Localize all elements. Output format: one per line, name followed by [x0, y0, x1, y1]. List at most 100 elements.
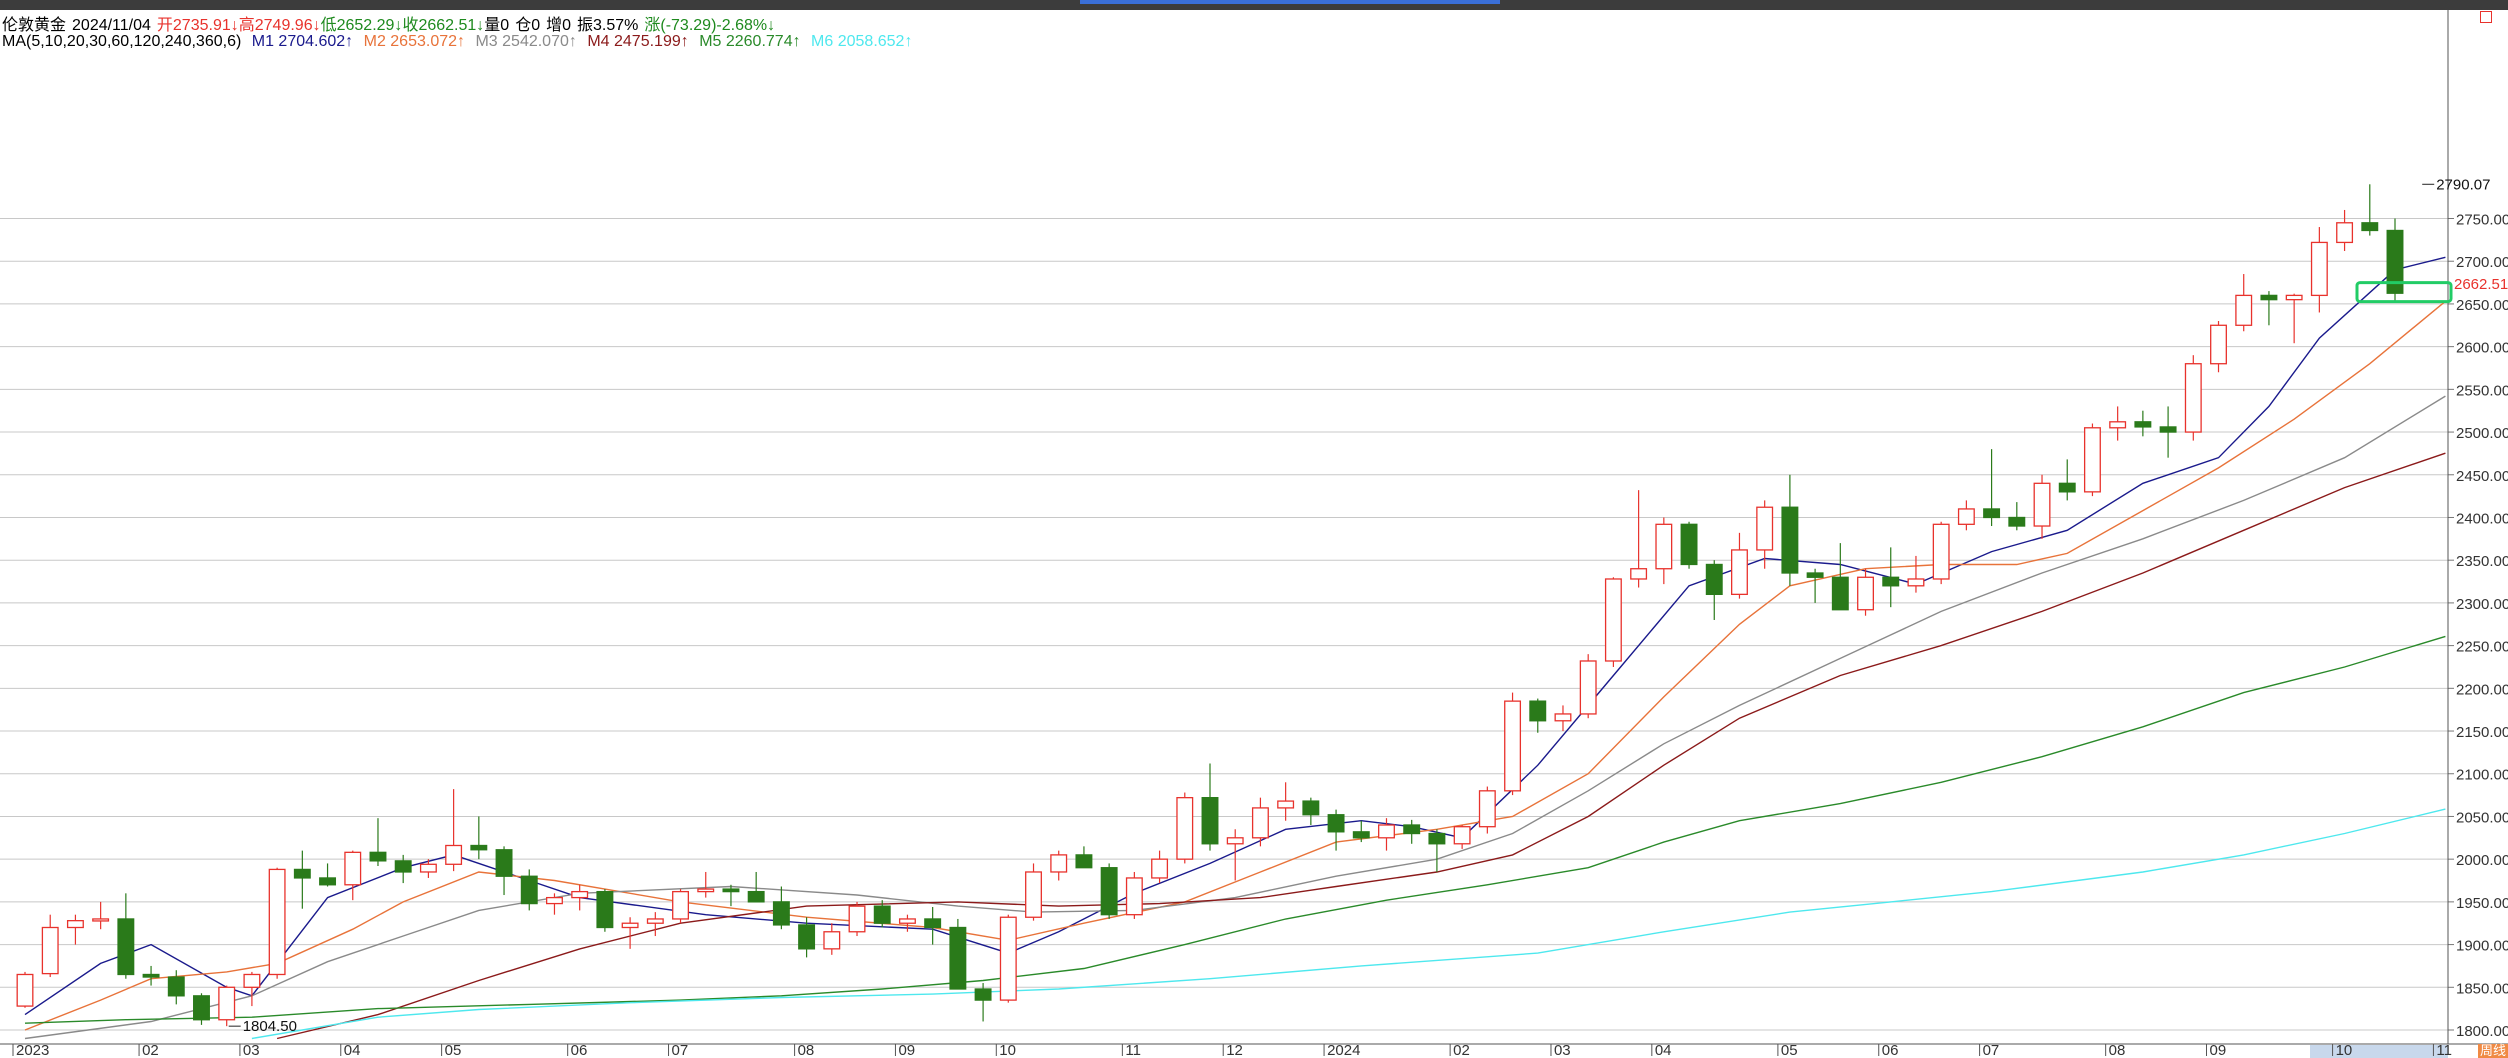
x-tick-label: 03 — [1554, 1042, 1571, 1058]
y-tick-label: 2250.00 — [2456, 639, 2508, 656]
y-tick-label: 2650.00 — [2456, 297, 2508, 314]
x-tick-label: 12 — [1226, 1042, 1243, 1058]
candle-up — [999, 916, 1017, 1001]
candle-down — [1882, 576, 1900, 587]
y-tick-label: 2700.00 — [2456, 254, 2508, 271]
y-tick-label: 2000.00 — [2456, 852, 2508, 869]
high-marker-label: 2790.07 — [2436, 176, 2490, 193]
y-tick-label: 1950.00 — [2456, 895, 2508, 912]
x-tick-label: 09 — [2210, 1042, 2227, 1058]
candle-down — [2386, 229, 2404, 294]
moving-average-layer — [24, 256, 2446, 1040]
candle-down — [1428, 832, 1446, 845]
position-value: 仓0 — [515, 17, 541, 34]
candle-up — [1151, 858, 1169, 879]
ma-legend: MA(5,10,20,30,60,120,240,360,6) M1 2704.… — [2, 33, 918, 55]
grid-layer — [0, 218, 2448, 1031]
candle-down — [974, 988, 992, 1001]
candle-down — [798, 924, 816, 950]
candle-up — [546, 896, 563, 905]
candle-down — [1806, 572, 1824, 578]
candle-down — [117, 918, 135, 976]
y-tick-label: 2300.00 — [2456, 596, 2508, 613]
x-tick-label: 10 — [999, 1042, 1016, 1058]
x-tick-label: 04 — [1655, 1042, 1672, 1058]
candle-up — [268, 868, 286, 976]
ma-line-m5 — [24, 635, 2446, 1024]
candle-up — [2184, 363, 2202, 433]
candle-down — [1403, 824, 1421, 835]
quote-info-line: 伦敦黄金 2024/11/04 开2735.91↓高2749.96↓低2652.29… — [2, 11, 776, 34]
candle-down — [1352, 831, 1370, 839]
candle-up — [1857, 576, 1874, 611]
last-price-label: 2662.51 — [2454, 276, 2508, 293]
candle-down — [2159, 426, 2177, 433]
candle-up — [445, 844, 463, 865]
y-tick-label: 2100.00 — [2456, 767, 2508, 784]
y-tick-label: 2500.00 — [2456, 425, 2508, 442]
candle-up — [898, 918, 916, 924]
increase-value: 增0 — [546, 17, 571, 34]
candle-down — [1680, 523, 1698, 566]
x-tick-label: 08 — [2109, 1042, 2126, 1058]
amplitude-value: 振3.57% — [577, 17, 639, 34]
candle-up — [1378, 824, 1395, 839]
candle-down — [1831, 576, 1849, 611]
y-tick-label: 2350.00 — [2456, 553, 2508, 570]
candle-up — [2210, 324, 2227, 365]
candle-up — [1025, 871, 1042, 918]
candle-up — [646, 918, 664, 924]
candle-up — [672, 890, 689, 920]
candle-up — [2109, 421, 2127, 429]
active-tab-indicator[interactable] — [1080, 0, 1500, 4]
annotation-layer: 2790.07 1804.50 2662.51 — [228, 176, 2508, 1035]
candle-down — [1100, 867, 1118, 916]
y-tick-label: 1800.00 — [2456, 1023, 2508, 1040]
open-value: 开2735.91↓ — [156, 17, 239, 34]
candle-down — [596, 890, 614, 929]
settings-corner-icon[interactable] — [2480, 11, 2492, 23]
ma-legend-label: MA(5,10,20,30,60,120,240,360,6) — [2, 33, 242, 50]
ma-m6-value: M6 2058.652↑ — [811, 33, 913, 50]
candle-up — [1932, 523, 1950, 580]
ma-m4-value: M4 2475.199↑ — [587, 33, 689, 50]
ma-m3-value: M3 2542.070↑ — [475, 33, 577, 50]
y-tick-label: 2200.00 — [2456, 681, 2508, 698]
candle-down — [1201, 797, 1219, 845]
x-tick-label: 08 — [798, 1042, 815, 1058]
candle-up — [2083, 427, 2101, 493]
candle-up — [419, 863, 437, 873]
candle-down — [142, 973, 160, 978]
candle-down — [2361, 222, 2379, 232]
x-tick-label: 06 — [571, 1042, 588, 1058]
candle-up — [2033, 482, 2051, 527]
x-tick-label: 11 — [2436, 1042, 2452, 1058]
x-tick-label: 02 — [142, 1042, 159, 1058]
x-tick-label: 2023 — [16, 1042, 49, 1058]
low-value: 低2652.29↓ — [320, 17, 403, 34]
candle-down — [1327, 814, 1345, 833]
candle-down — [2008, 516, 2026, 527]
candle-up — [1176, 797, 1194, 860]
candle-up — [1453, 826, 1471, 845]
candle-up — [1957, 508, 1975, 525]
candle-up — [1756, 506, 1774, 551]
candle-up — [41, 926, 59, 975]
candle-up — [243, 973, 261, 988]
close-value: 收2662.51↓ — [402, 17, 485, 34]
y-tick-label: 2550.00 — [2456, 382, 2508, 399]
change-value: 涨(-73.29)-2.68%↓ — [644, 17, 776, 34]
candle-down — [394, 860, 412, 873]
candle-up — [1731, 549, 1748, 596]
candle-down — [949, 926, 967, 990]
candle-up — [1277, 800, 1295, 809]
ma-line-m3 — [24, 395, 2446, 1040]
candle-up — [2235, 294, 2253, 326]
period-badge[interactable]: 周线 — [2478, 1043, 2508, 1058]
y-tick-label: 2750.00 — [2456, 212, 2508, 229]
x-tick-label: 09 — [898, 1042, 915, 1058]
candle-up — [92, 918, 110, 922]
x-tick-label: 05 — [1781, 1042, 1798, 1058]
x-tick-label: 11 — [1125, 1042, 1141, 1058]
